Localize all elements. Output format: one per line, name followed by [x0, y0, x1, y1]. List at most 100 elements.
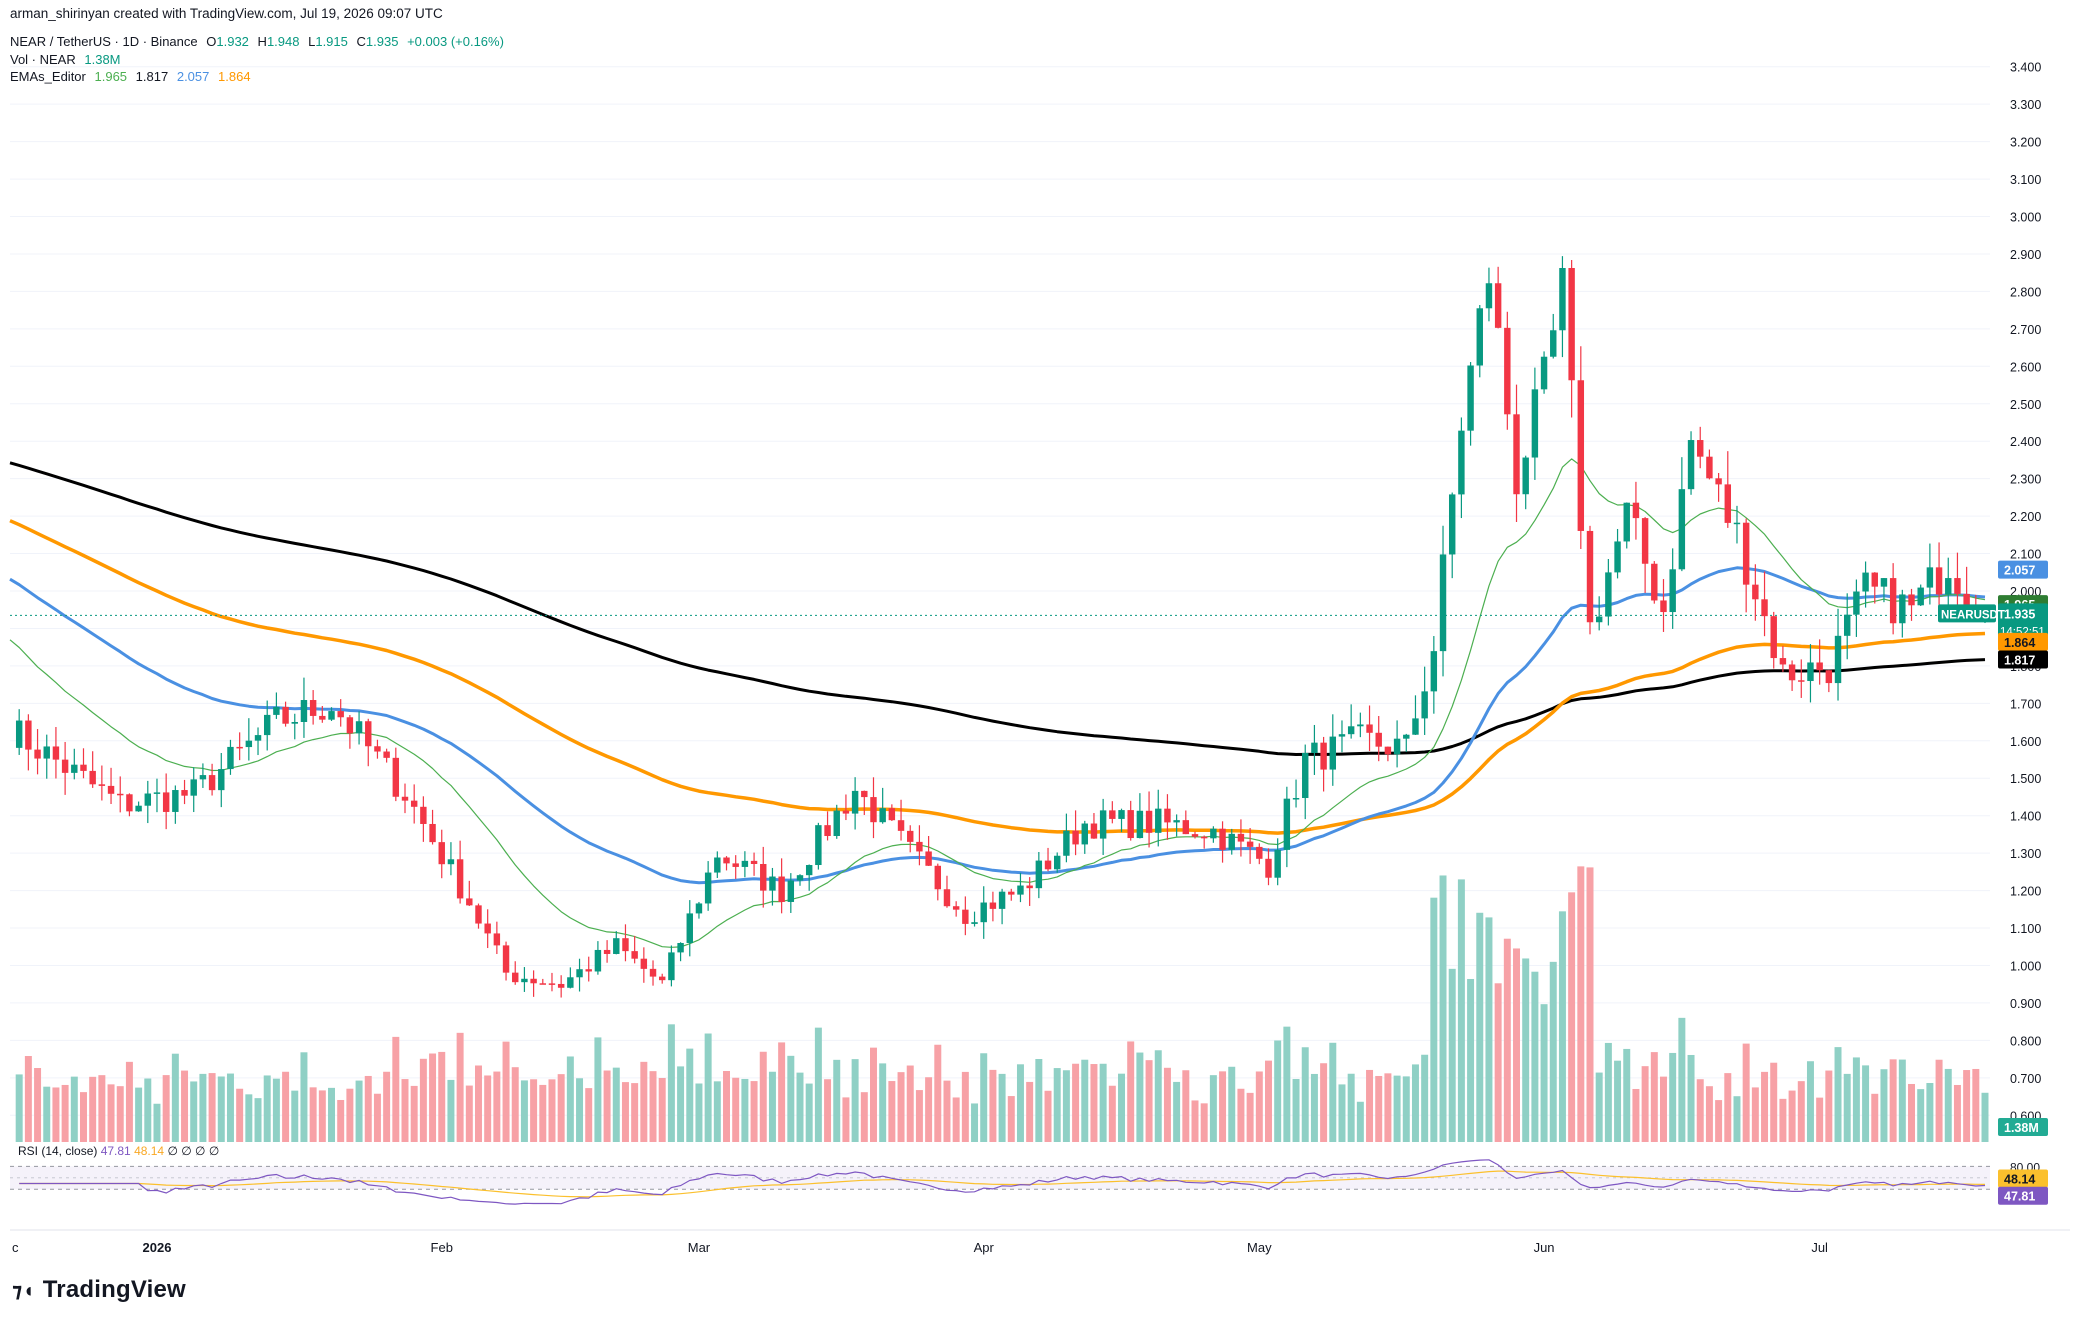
candle-body [107, 785, 115, 794]
price-axis-tick: 0.900 [2010, 997, 2041, 1011]
volume-bar [741, 1078, 749, 1142]
volume-bar [1237, 1088, 1245, 1142]
candle-body [52, 746, 60, 760]
volume-bar [135, 1087, 143, 1142]
volume-bar [1770, 1062, 1778, 1142]
volume-bar [1779, 1098, 1787, 1142]
time-axis-tick: Jul [1811, 1240, 1828, 1255]
volume-bar [1852, 1057, 1860, 1142]
ohlc-low: 1.915 [315, 34, 348, 49]
volume-legend[interactable]: Vol · NEAR 1.38M [10, 52, 121, 67]
candle-body [493, 933, 501, 946]
volume-bar [1283, 1026, 1291, 1142]
symbol-name[interactable]: NEAR / TetherUS · 1D · Binance [10, 34, 198, 49]
volume-bar [318, 1090, 326, 1142]
candle-body [1641, 518, 1649, 564]
volume-bar [1788, 1090, 1796, 1142]
volume-bar [686, 1048, 694, 1142]
volume-bar [1944, 1068, 1952, 1142]
ema-legend-label[interactable]: EMAs_Editor [10, 69, 86, 84]
candle-body [1862, 572, 1869, 592]
volume-bar [833, 1059, 841, 1142]
ema-green-line [9, 458, 1986, 948]
tradingview-logo[interactable]: ⁊◖ TradingView [12, 1276, 186, 1304]
ohlc-change: +0.003 (+0.16%) [407, 34, 504, 49]
price-axis-tick: 2.600 [2010, 360, 2041, 374]
rsi-label: 47.81 [2004, 1190, 2035, 1204]
candle-body [1090, 823, 1098, 839]
volume-bar [43, 1086, 51, 1142]
volume-bar [401, 1079, 409, 1142]
volume-bar [484, 1075, 492, 1142]
ema-legend[interactable]: EMAs_Editor 1.965 1.817 2.057 1.864 [10, 69, 251, 84]
volume-bar [1825, 1070, 1833, 1142]
candle-body [1577, 380, 1585, 531]
volume-bar [1090, 1064, 1098, 1142]
volume-bar [1255, 1071, 1263, 1142]
volume-bar [226, 1073, 234, 1142]
candle-body [1044, 860, 1052, 870]
candle-body [346, 717, 354, 734]
volume-bar [263, 1075, 271, 1142]
volume-bar [272, 1078, 280, 1142]
volume-bar [539, 1084, 547, 1142]
volume-bar [1072, 1063, 1080, 1142]
candle-body [254, 735, 262, 741]
symbol-legend[interactable]: NEAR / TetherUS · 1D · Binance O1.932 H1… [10, 34, 504, 49]
volume-bar [429, 1053, 437, 1142]
candle-body [466, 898, 473, 906]
candle-body [585, 969, 592, 972]
volume-bar [419, 1058, 427, 1142]
candle-body [300, 700, 308, 722]
volume-bar [1163, 1067, 1171, 1142]
volume-bar [934, 1044, 942, 1142]
candle-body [1889, 578, 1897, 624]
volume-bar [649, 1071, 657, 1142]
volume-bar [1264, 1060, 1272, 1142]
price-axis-tick: 1.500 [2010, 772, 2041, 786]
candle-body [273, 706, 280, 715]
volume-bar [1577, 866, 1585, 1142]
candle-body [870, 797, 877, 823]
volume-bar [107, 1084, 115, 1142]
candle-body [1568, 267, 1575, 381]
volume-bar [364, 1075, 372, 1142]
candle-body [980, 902, 987, 923]
volume-bar [328, 1087, 336, 1142]
tradingview-logo-text: TradingView [42, 1276, 186, 1303]
candle-body [879, 808, 886, 823]
candle-body [1246, 841, 1254, 847]
rsi-label-bg [1998, 1186, 2048, 1205]
volume-bar [530, 1079, 538, 1142]
candle-body [1338, 734, 1346, 737]
volume-bar [723, 1071, 731, 1142]
ohlc-open: 1.932 [216, 34, 249, 49]
candle-body [1274, 849, 1281, 878]
ema-legend-value-3: 2.057 [176, 69, 210, 84]
ohlc-close: 1.935 [365, 34, 399, 49]
candle-body [89, 770, 96, 785]
volume-bar [1016, 1064, 1024, 1142]
candle-body [1292, 798, 1300, 800]
volume-bar [1485, 917, 1493, 1142]
candle-body [714, 857, 721, 873]
candle-body [190, 779, 197, 796]
candle-body [456, 859, 464, 899]
volume-legend-label[interactable]: Vol · NEAR [10, 52, 76, 67]
volume-bar [640, 1061, 648, 1142]
price-axis-tick: 1.700 [2010, 697, 2041, 711]
candle-body [1706, 456, 1713, 479]
candle-body [1467, 365, 1474, 431]
volume-bar [1595, 1072, 1603, 1142]
candle-body [1302, 752, 1309, 799]
candle-body [1035, 860, 1043, 889]
volume-bar [1604, 1042, 1612, 1142]
candle-body [1008, 891, 1015, 895]
volume-bar [1623, 1048, 1631, 1142]
volume-bar [814, 1027, 822, 1142]
volume-bar [1411, 1064, 1419, 1142]
ohlc-high: 1.948 [266, 34, 300, 49]
volume-bar [1889, 1059, 1897, 1142]
volume-bar [971, 1103, 979, 1142]
candle-body [1752, 584, 1759, 600]
